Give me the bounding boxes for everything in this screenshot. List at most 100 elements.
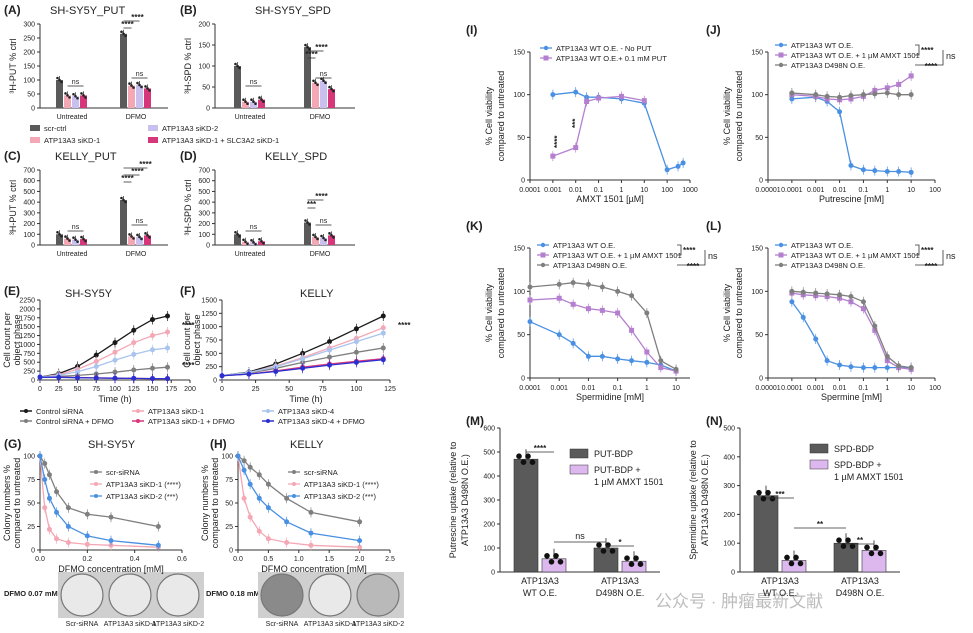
K-point: [644, 349, 650, 355]
J-xtick-label: 0.01: [833, 187, 847, 194]
H-point: [241, 467, 247, 473]
N-category-label: ATP13A3: [841, 576, 879, 586]
G-series-line: [39, 455, 159, 546]
C-dot: [82, 237, 85, 241]
G-point: [46, 472, 52, 478]
colony-g-dish-scr: [60, 573, 104, 617]
colony-h-dish-sikd2: [356, 573, 400, 617]
J-sig-bracket: [915, 50, 944, 66]
K-point: [527, 297, 533, 303]
J-point: [860, 167, 866, 173]
B-dot: [322, 79, 325, 82]
F-ytick-label: 1250: [201, 311, 217, 318]
G-xtick-label: 0.4: [130, 556, 140, 563]
N-dot: [788, 560, 795, 567]
C-dot: [60, 234, 63, 238]
G-xtick-label: 0.6: [177, 556, 187, 563]
M-legend-swatch: [569, 464, 589, 475]
I-series-line: [552, 95, 645, 157]
panel-letter-f: (F): [180, 284, 195, 298]
legend-label-sikd2: ATP13A3 siKD-2: [162, 124, 218, 133]
G-ytick-label: 100: [23, 454, 35, 461]
M-category-label: ATP13A3: [601, 576, 639, 586]
K-point: [527, 319, 533, 325]
D-dot: [252, 241, 255, 244]
H-point: [247, 481, 253, 487]
K-legend-marker: [540, 242, 546, 248]
E-series-line: [39, 347, 168, 378]
E-point: [131, 375, 137, 381]
I-point: [550, 92, 556, 98]
L-ylabel: % Cell viability: [722, 283, 732, 342]
C-group-label: DFMO: [126, 251, 147, 258]
legend-swatch-sikd1-slc3a2: [148, 137, 158, 143]
A-ytick-label: 0: [31, 106, 35, 113]
I-xtick-label: 1000: [682, 187, 698, 194]
D-ytick-label: 0: [206, 243, 210, 250]
J-ylabel: compared to untreated: [734, 71, 744, 162]
N-dot: [836, 537, 842, 543]
K-series-line: [529, 321, 677, 372]
J-point: [872, 91, 878, 97]
J-ytick-label: 150: [751, 50, 763, 57]
F-ytick-label: 1000: [201, 324, 217, 331]
H-xtick-label: 2.0: [355, 556, 365, 563]
D-dot: [236, 232, 239, 236]
K-point: [615, 310, 621, 316]
A-ytick-label: 250: [23, 36, 35, 43]
M-legend-label: PUT-BDP +: [594, 465, 641, 475]
N-legend-swatch: [809, 443, 829, 454]
E-xtick-label: 75: [92, 386, 100, 393]
I-xtick-label: 0.01: [569, 187, 583, 194]
H-xtick-label: 2.5: [385, 556, 395, 563]
H-ytick-label: 75: [225, 477, 233, 484]
K-series-line: [529, 297, 677, 372]
I-point: [573, 145, 579, 151]
A-dot: [72, 92, 75, 96]
B-ytick-label: 150: [198, 43, 210, 50]
H-legend-marker: [292, 494, 296, 498]
F-point: [380, 325, 386, 331]
K-point: [585, 281, 591, 287]
legend-marker-sikd4: [266, 409, 270, 413]
F-ylabel: object phase: [192, 314, 202, 365]
I-point: [664, 167, 670, 173]
M-dot: [633, 555, 639, 561]
D-sig-star: ***: [307, 200, 317, 209]
A-dot: [144, 85, 147, 88]
M-dot: [637, 561, 644, 567]
E-point: [112, 375, 118, 381]
E-xtick-label: 175: [165, 386, 177, 393]
H-ytick-label: 25: [225, 524, 233, 531]
panel-g-title: SH-SY5Y: [88, 439, 136, 451]
H-xtick-label: 0.0: [233, 556, 243, 563]
I-legend-marker: [543, 55, 549, 61]
A-dot: [68, 96, 71, 99]
J-axes: [767, 52, 935, 181]
D-bar: [242, 241, 249, 245]
E-sig-star: ****: [182, 321, 195, 330]
L-xtick-label: 0.01: [833, 385, 847, 392]
K-point: [556, 295, 562, 301]
D-ytick-label: 400: [198, 200, 210, 207]
M-dot: [557, 559, 564, 565]
F-point: [380, 313, 386, 319]
M-ytick-label: 200: [483, 522, 495, 529]
B-ylabel: ³H-SPD % ctrl: [183, 38, 193, 94]
C-dot: [122, 198, 125, 202]
colony-g-dose: DFMO 0.07 mM: [4, 589, 58, 598]
B-dot: [252, 100, 255, 103]
K-point: [599, 284, 605, 290]
panel-c-title: KELLY_PUT: [55, 151, 117, 163]
D-dot: [314, 235, 317, 239]
C-ytick-label: 300: [23, 210, 35, 217]
M-legend-label: PUT-BDP: [594, 449, 633, 459]
I-ytick-label: 50: [517, 135, 525, 142]
I-series-line: [552, 91, 684, 171]
A-dot: [130, 84, 133, 87]
D-dot: [258, 237, 261, 241]
L-point: [884, 365, 890, 371]
N-sig-star: **: [817, 520, 824, 529]
H-ylabel: Colony numbers %: [200, 465, 210, 541]
